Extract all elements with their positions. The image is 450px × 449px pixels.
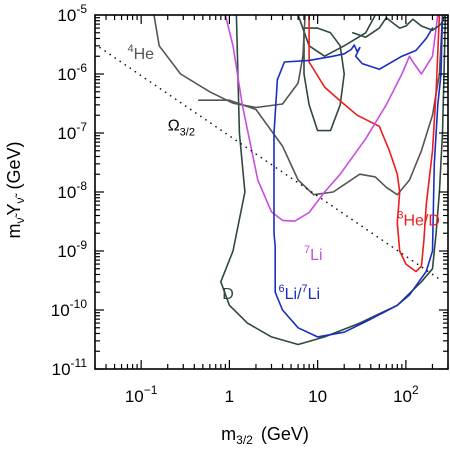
- chart-ticks: [94, 15, 449, 370]
- annotation-label: 4He: [127, 43, 154, 63]
- y-tick-label: 10-6: [57, 61, 87, 84]
- x-tick-label: 10: [308, 387, 327, 406]
- y-tick-label: 10-8: [57, 179, 87, 202]
- y-tick-label: 10-5: [57, 2, 87, 25]
- x-tick-label: 10−1: [125, 383, 158, 406]
- curve-li7: [224, 15, 439, 222]
- x-axis-title: m3/2 (GeV): [221, 424, 309, 447]
- annotation-label: D: [222, 286, 234, 303]
- curve-d: [220, 15, 447, 346]
- y-tick-label: 10-10: [51, 297, 88, 320]
- y-axis-title: mν̃Yν̃(GeV): [4, 141, 27, 238]
- y-tick-label: 10-7: [57, 120, 87, 143]
- annotation-label: 6Li/7Li: [278, 283, 320, 303]
- plot-frame: [94, 14, 449, 370]
- annotation-label: Ω3/2: [168, 118, 195, 139]
- annotation-label: 7Li: [304, 244, 323, 264]
- chart-curves: [95, 15, 447, 346]
- y-tick-label: 10-9: [57, 238, 87, 261]
- x-tick-label: 102: [393, 383, 419, 406]
- curve-d-inner: [297, 15, 377, 57]
- annotation-label: 3He/D: [397, 210, 440, 230]
- curve-d-loop: [303, 27, 345, 132]
- y-tick-label: 10-11: [52, 356, 88, 379]
- x-tick-label: 1: [225, 387, 234, 406]
- curve-he3d: [308, 15, 441, 273]
- chart-annotations: 4He Ω3/2 3He/D 7Li D 6Li/7Li: [127, 43, 439, 303]
- tick-labels: 10−1 1 10 102 10-5 10-6 10-7 10-8 10-9 10-10 10-11: [51, 2, 419, 406]
- curve-dotted-line: [95, 43, 442, 281]
- curve-li6li7-top: [276, 27, 434, 81]
- curve-omega32: [198, 15, 444, 196]
- curve-upper-scribble: [352, 15, 447, 38]
- curve-li6li7: [273, 15, 444, 338]
